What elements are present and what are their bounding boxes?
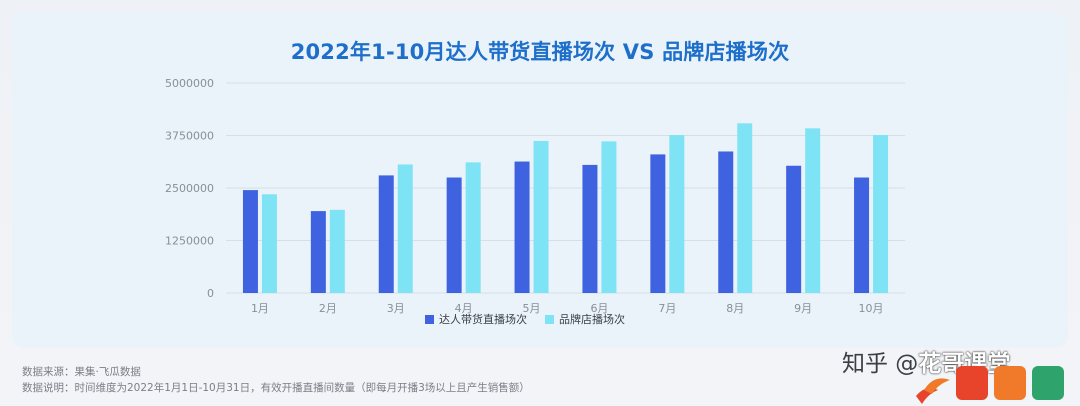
bar-brand	[737, 123, 753, 293]
bar-brand	[533, 140, 549, 293]
legend-swatch	[425, 315, 434, 324]
legend-label: 品牌店播场次	[559, 312, 625, 326]
footer: 数据来源：果集·飞瓜数据 数据说明：时间维度为2022年1月1日-10月31日，…	[22, 364, 530, 396]
bar-brand	[465, 162, 481, 293]
bar-brand	[397, 164, 413, 293]
bar-influencer	[242, 190, 258, 293]
chart-title: 2022年1-10月达人带货直播场次 VS 品牌店播场次	[290, 40, 790, 64]
bar-brand	[805, 128, 821, 293]
bar-influencer	[446, 177, 462, 293]
x-tick-label: 2月	[319, 302, 337, 315]
y-tick-label: 5000000	[165, 77, 214, 90]
x-tick-label: 5月	[523, 302, 541, 315]
bar-influencer	[854, 177, 870, 293]
y-tick-label: 2500000	[165, 182, 214, 195]
x-tick-label: 8月	[726, 302, 744, 315]
x-tick-label: 1月	[251, 302, 269, 315]
logo-mark-icon	[916, 366, 1064, 404]
bar-brand	[261, 194, 277, 293]
x-tick-label: 3月	[387, 302, 405, 315]
legend-label: 达人带货直播场次	[439, 312, 527, 326]
bar-influencer	[582, 164, 598, 293]
bar-influencer	[718, 151, 734, 293]
y-tick-label: 3750000	[165, 130, 214, 143]
legend-swatch	[545, 315, 554, 324]
x-tick-label: 6月	[590, 302, 608, 315]
watermark-text: 知乎 @	[842, 351, 919, 377]
x-tick-label: 7月	[658, 302, 676, 315]
bar-brand	[873, 135, 889, 293]
bar-influencer	[786, 165, 802, 293]
bar-influencer	[378, 175, 394, 293]
bar-brand	[329, 209, 345, 293]
footer-note: 数据说明：时间维度为2022年1月1日-10月31日，有效开播直播间数量（即每月…	[22, 382, 530, 394]
x-tick-label: 9月	[794, 302, 812, 315]
y-tick-label: 1250000	[165, 235, 214, 248]
y-tick-label: 0	[207, 287, 214, 300]
x-tick-label: 4月	[455, 302, 473, 315]
bar-influencer	[650, 154, 666, 293]
bar-brand	[669, 135, 685, 293]
footer-source: 数据来源：果集·飞瓜数据	[22, 366, 141, 378]
bar-influencer	[310, 211, 326, 293]
bar-brand	[601, 141, 617, 293]
x-tick-label: 10月	[859, 302, 884, 315]
bar-influencer	[514, 161, 530, 293]
